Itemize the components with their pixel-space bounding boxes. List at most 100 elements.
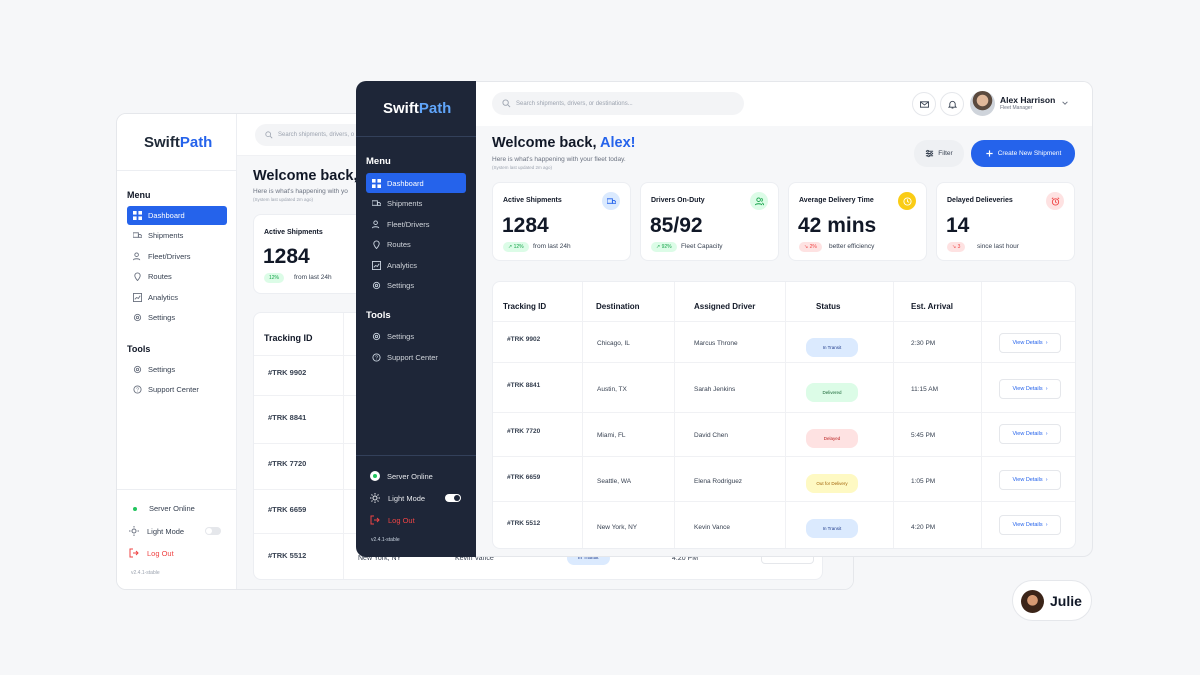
sidebar-item-label: Settings [148, 365, 176, 374]
sidebar-item-fleet[interactable]: Fleet/Drivers [366, 214, 466, 234]
logout-button[interactable]: Log Out [370, 515, 415, 525]
header-destination: Destination [596, 302, 640, 311]
kpi-card-delivery-time: Average Delivery Time 42 mins ↘ 2% bette… [788, 182, 927, 261]
create-shipment-button[interactable]: Create New Shipment [971, 140, 1075, 167]
sidebar-item-label: Settings [387, 331, 415, 341]
status-dot-icon [370, 471, 380, 481]
gear-icon [133, 365, 142, 374]
table-row-driver: Marcus Throne [694, 340, 738, 347]
light-mode-label: Light Mode [370, 493, 425, 503]
tools-heading: Tools [127, 344, 151, 354]
page-subtitle: Here is what's happening with your fleet… [492, 156, 626, 163]
logout-button[interactable]: Log Out [129, 548, 174, 558]
sidebar-item-analytics[interactable]: Analytics [127, 288, 227, 307]
user-name: Alex Harrison [1000, 95, 1056, 105]
sidebar-item-label: Shipments [387, 198, 423, 208]
sidebar-item-label: Analytics [148, 293, 179, 302]
view-details-button[interactable]: View Details › [999, 515, 1061, 535]
table-row-id: #TRK 8841 [507, 382, 541, 389]
server-status: Server Online [370, 471, 433, 481]
view-details-button[interactable]: View Details › [999, 470, 1061, 490]
table-row: #TRK 9902 [268, 368, 307, 377]
table-row-arrival: 2:30 PM [911, 340, 936, 347]
table-row-arrival: 4:20 PM [911, 524, 936, 531]
tools-heading: Tools [366, 310, 391, 321]
sliders-icon [926, 149, 934, 158]
status-badge: Delayed [806, 429, 858, 448]
svg-text:?: ? [375, 355, 378, 361]
tools-item-settings[interactable]: Settings [127, 360, 227, 379]
sidebar-item-analytics[interactable]: Analytics [366, 255, 466, 275]
trend-badge: ↘ 3 [947, 242, 966, 252]
author-name: Julie [1050, 593, 1082, 609]
dark-sidebar: SwiftPath Menu Dashboard Shipments Fleet… [356, 81, 476, 557]
map-pin-icon [134, 272, 141, 281]
header-driver: Assigned Driver [694, 302, 756, 311]
table-row: #TRK 5512 [268, 551, 307, 560]
sidebar-item-label: Analytics [387, 260, 418, 270]
author-avatar [1021, 590, 1044, 613]
status-badge: Delivered [806, 383, 858, 402]
messages-button[interactable] [912, 92, 936, 116]
gear-icon [133, 313, 142, 322]
table-row-destination: Seattle, WA [597, 478, 632, 485]
table-row-destination: Miami, FL [597, 432, 626, 439]
shipments-table: Tracking ID Destination Assigned Driver … [492, 281, 1076, 549]
tools-item-support[interactable]: ? Support Center [127, 380, 227, 399]
sidebar-item-dashboard[interactable]: Dashboard [127, 206, 227, 225]
sidebar-item-shipments[interactable]: Shipments [366, 193, 466, 213]
gear-icon [372, 281, 381, 289]
author-badge: Julie [1012, 580, 1092, 621]
version-label: v2.4.1-stable [131, 570, 160, 576]
user-role: Fleet Manager [1000, 105, 1033, 111]
chevron-down-icon[interactable] [1061, 99, 1069, 107]
version-label: v2.4.1-stable [371, 537, 400, 543]
table-row-destination: New York, NY [597, 524, 638, 531]
light-mode-toggle[interactable] [205, 527, 221, 535]
logo[interactable]: SwiftPath [383, 100, 452, 117]
search-icon [502, 99, 511, 108]
sidebar-item-label: Fleet/Drivers [387, 219, 430, 229]
kpi-card-active-shipments: Active Shipments 1284 12% from last 24h [253, 214, 373, 294]
sidebar-item-settings[interactable]: Settings [366, 275, 466, 295]
plus-icon [986, 150, 993, 157]
trend-badge: ↗ 92% [651, 242, 677, 252]
sidebar-item-routes[interactable]: Routes [366, 234, 466, 254]
sidebar-item-settings[interactable]: Settings [127, 308, 227, 327]
table-row-arrival: 1:05 PM [911, 478, 936, 485]
light-mode-toggle[interactable] [445, 494, 461, 502]
grid-icon [133, 211, 142, 220]
view-details-button[interactable]: View Details › [999, 379, 1061, 399]
sidebar-item-dashboard[interactable]: Dashboard [366, 173, 466, 193]
page-title: Welcome back, [253, 168, 358, 184]
sidebar-item-fleet[interactable]: Fleet/Drivers [127, 247, 227, 266]
status-badge: In Transit [806, 338, 858, 357]
table-row-id: #TRK 5512 [507, 520, 541, 527]
tools-item-support[interactable]: ? Support Center [366, 347, 466, 367]
trend-badge: ↘ 2% [799, 242, 822, 252]
tools-item-settings[interactable]: Settings [366, 326, 466, 346]
sidebar-item-shipments[interactable]: Shipments [127, 226, 227, 245]
sidebar-item-label: Support Center [387, 352, 438, 362]
logout-icon [370, 515, 380, 525]
gear-icon [372, 332, 381, 340]
table-row-id: #TRK 6659 [507, 474, 541, 481]
filter-button[interactable]: Filter [914, 140, 964, 167]
help-icon: ? [372, 352, 381, 361]
sun-icon [129, 526, 139, 536]
view-details-button[interactable]: View Details › [999, 333, 1061, 353]
notifications-button[interactable] [940, 92, 964, 116]
bell-icon [947, 100, 957, 109]
table-row-driver: Kevin Vance [694, 524, 731, 531]
header-tracking-id: Tracking ID [503, 302, 547, 311]
users-icon [133, 252, 141, 261]
logo[interactable]: SwiftPath [144, 134, 213, 151]
svg-text:?: ? [136, 388, 139, 394]
users-icon [372, 219, 380, 228]
avatar[interactable] [970, 91, 995, 116]
sidebar-item-routes[interactable]: Routes [127, 267, 227, 286]
map-pin-icon [373, 240, 380, 249]
view-details-button[interactable]: View Details › [999, 424, 1061, 444]
search-input[interactable]: Search shipments, drivers, or destinatio… [492, 92, 744, 115]
help-icon: ? [133, 385, 142, 394]
